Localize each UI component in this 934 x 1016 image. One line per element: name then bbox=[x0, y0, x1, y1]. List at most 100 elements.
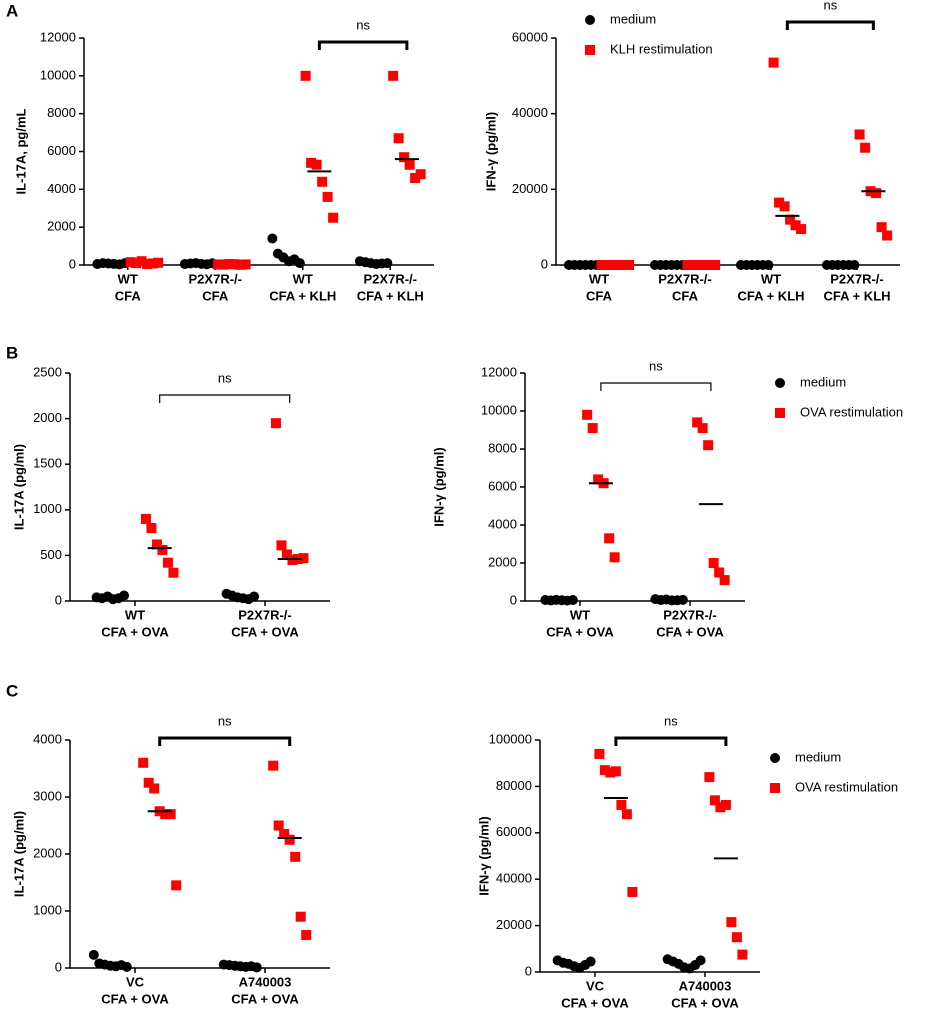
significance-label: ns bbox=[218, 370, 232, 385]
x-tick-label: A740003 bbox=[239, 974, 292, 989]
data-point bbox=[609, 552, 620, 563]
x-tick-label: CFA bbox=[672, 288, 699, 303]
y-tick-label: 0 bbox=[541, 256, 548, 271]
y-tick-label: 500 bbox=[40, 547, 62, 562]
data-point bbox=[594, 748, 605, 759]
y-tick-label: 12000 bbox=[40, 29, 76, 44]
data-point bbox=[731, 932, 742, 943]
legend-marker bbox=[770, 753, 780, 763]
data-point bbox=[240, 259, 251, 270]
x-tick-label: WT bbox=[589, 271, 609, 286]
legend-marker bbox=[775, 408, 785, 418]
data-point bbox=[699, 260, 710, 270]
data-point bbox=[849, 260, 860, 270]
data-point bbox=[704, 260, 715, 270]
y-tick-label: 10000 bbox=[40, 67, 76, 82]
data-point bbox=[165, 809, 176, 820]
data-point bbox=[693, 260, 704, 270]
data-point bbox=[768, 57, 779, 68]
significance-label: ns bbox=[664, 713, 678, 728]
data-point bbox=[276, 540, 287, 551]
y-tick-label: 4000 bbox=[47, 181, 76, 196]
data-point bbox=[268, 760, 279, 771]
x-tick-label: A740003 bbox=[679, 978, 732, 993]
data-point bbox=[785, 214, 796, 225]
data-point bbox=[796, 224, 807, 235]
data-point bbox=[300, 70, 311, 81]
x-tick-label: CFA + OVA bbox=[231, 624, 299, 639]
data-point bbox=[613, 260, 624, 270]
y-tick-label: 2000 bbox=[488, 554, 517, 569]
data-point bbox=[131, 258, 142, 269]
y-tick-label: 4000 bbox=[488, 516, 517, 531]
data-point bbox=[415, 169, 426, 180]
data-point bbox=[279, 829, 290, 840]
data-point bbox=[610, 766, 621, 777]
data-point bbox=[393, 133, 404, 144]
y-axis-label: IL-17A, pg/mL bbox=[13, 108, 28, 194]
data-point bbox=[779, 201, 790, 212]
x-tick-label: P2X7R-/- bbox=[658, 271, 711, 286]
legend-marker bbox=[770, 783, 780, 793]
y-tick-label: 2000 bbox=[47, 219, 76, 234]
x-tick-label: CFA bbox=[115, 288, 142, 303]
data-point bbox=[224, 259, 235, 270]
y-axis-label: IFN-γ (pg/ml) bbox=[476, 816, 491, 895]
data-point bbox=[627, 886, 638, 897]
data-point bbox=[860, 142, 871, 153]
data-point bbox=[682, 260, 693, 270]
data-point bbox=[142, 259, 153, 270]
data-point bbox=[599, 765, 610, 776]
x-tick-label: WT bbox=[570, 607, 590, 622]
data-point bbox=[149, 783, 160, 794]
data-point bbox=[410, 172, 421, 183]
x-tick-label: WT bbox=[293, 271, 313, 286]
x-tick-label: CFA bbox=[202, 288, 229, 303]
x-tick-label: CFA + OVA bbox=[561, 995, 629, 1010]
x-tick-label: WT bbox=[761, 271, 781, 286]
legend-marker bbox=[775, 378, 785, 388]
data-point bbox=[213, 259, 224, 270]
data-point bbox=[301, 929, 312, 940]
data-point bbox=[388, 70, 399, 81]
x-tick-label: CFA + OVA bbox=[546, 624, 614, 639]
x-tick-label: P2X7R-/- bbox=[189, 271, 242, 286]
data-point bbox=[267, 233, 278, 244]
data-point bbox=[121, 961, 132, 972]
x-tick-label: CFA + OVA bbox=[656, 624, 724, 639]
data-point bbox=[281, 549, 292, 560]
y-tick-label: 60000 bbox=[496, 824, 532, 839]
data-point bbox=[763, 260, 774, 270]
data-point bbox=[151, 539, 162, 550]
x-tick-label: P2X7R-/- bbox=[238, 607, 291, 622]
data-point bbox=[251, 962, 262, 973]
y-tick-label: 80000 bbox=[496, 778, 532, 793]
legend-label: KLH restimulation bbox=[610, 41, 713, 56]
data-point bbox=[726, 917, 737, 928]
x-tick-label: CFA + OVA bbox=[231, 991, 299, 1006]
y-tick-label: 40000 bbox=[496, 871, 532, 886]
y-tick-label: 20000 bbox=[512, 181, 548, 196]
significance-label: ns bbox=[218, 713, 232, 728]
data-point bbox=[143, 777, 154, 788]
data-point bbox=[715, 802, 726, 813]
data-point bbox=[567, 595, 578, 606]
data-point bbox=[616, 799, 627, 810]
significance-bracket bbox=[614, 736, 728, 746]
x-tick-label: WT bbox=[118, 271, 138, 286]
y-tick-label: 2000 bbox=[33, 845, 62, 860]
data-point bbox=[876, 222, 887, 233]
legend-label: medium bbox=[800, 374, 846, 389]
y-tick-label: 8000 bbox=[488, 440, 517, 455]
significance-bracket bbox=[785, 20, 875, 30]
data-point bbox=[284, 834, 295, 845]
data-point bbox=[593, 474, 604, 485]
data-point bbox=[399, 152, 410, 163]
data-point bbox=[146, 523, 157, 534]
y-tick-label: 0 bbox=[55, 592, 62, 607]
data-point bbox=[404, 159, 415, 170]
y-tick-label: 60000 bbox=[512, 29, 548, 44]
data-point bbox=[322, 191, 333, 202]
data-point bbox=[218, 259, 229, 270]
x-tick-label: CFA + KLH bbox=[823, 288, 890, 303]
